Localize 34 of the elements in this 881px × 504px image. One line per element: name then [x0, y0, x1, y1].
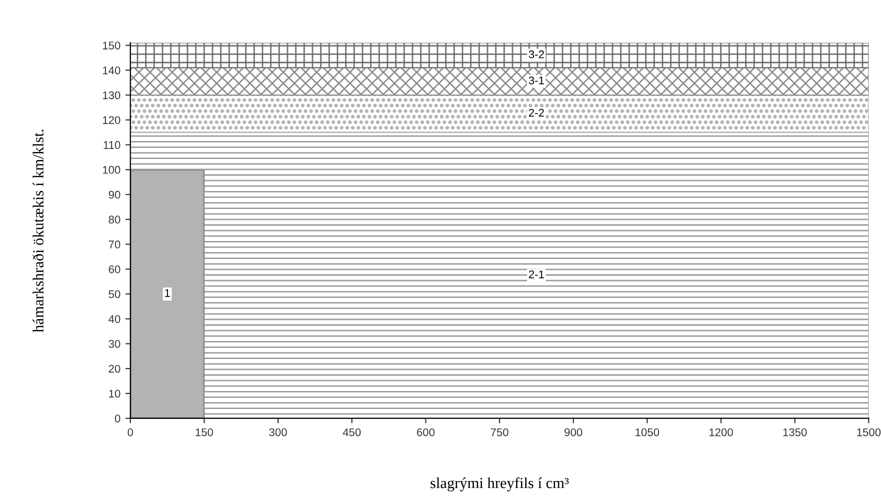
y-tick-label: 90 [108, 190, 120, 199]
y-tick-label: 70 [108, 240, 120, 248]
x-tick-label: 0 [128, 428, 134, 436]
x-tick-label: 450 [342, 428, 361, 436]
y-tick-label: 150 [102, 42, 120, 50]
x-tick-label: 1500 [857, 428, 881, 436]
series-label: 2-1 [528, 270, 544, 278]
x-tick-label: 900 [564, 428, 582, 436]
y-axis-title: hámarkshraði ökutækis í km/klst. [32, 130, 44, 332]
y-tick-label: 0 [114, 414, 120, 422]
y-tick-label: 130 [102, 91, 120, 100]
y-tick-label: 50 [108, 290, 120, 298]
x-tick-label: 600 [416, 428, 435, 436]
series-label: 1 [165, 289, 170, 297]
y-tick-label: 10 [109, 390, 120, 398]
y-tick-label: 40 [108, 315, 120, 323]
y-tick-label: 120 [102, 116, 120, 124]
x-tick-label: 1200 [710, 428, 733, 436]
x-tick-label: 300 [269, 428, 287, 436]
x-tick-label: 750 [490, 428, 508, 436]
y-tick-label: 110 [104, 141, 120, 149]
x-tick-label: 1350 [783, 428, 807, 436]
series-label: 3-1 [528, 76, 544, 84]
x-tick-label: 150 [196, 428, 214, 436]
series-label: 3-2 [528, 50, 544, 58]
y-tick-label: 30 [108, 340, 120, 348]
y-tick-label: 80 [108, 216, 120, 224]
y-tick-label: 140 [102, 66, 120, 74]
x-tick-label: 1050 [636, 428, 660, 436]
y-tick-label: 20 [108, 364, 120, 373]
y-tick-label: 100 [102, 166, 120, 174]
series-label: 2-2 [528, 108, 544, 117]
y-tick-label: 60 [108, 265, 120, 274]
x-axis-title: slagrými hreyfils í cm³ [430, 477, 569, 492]
